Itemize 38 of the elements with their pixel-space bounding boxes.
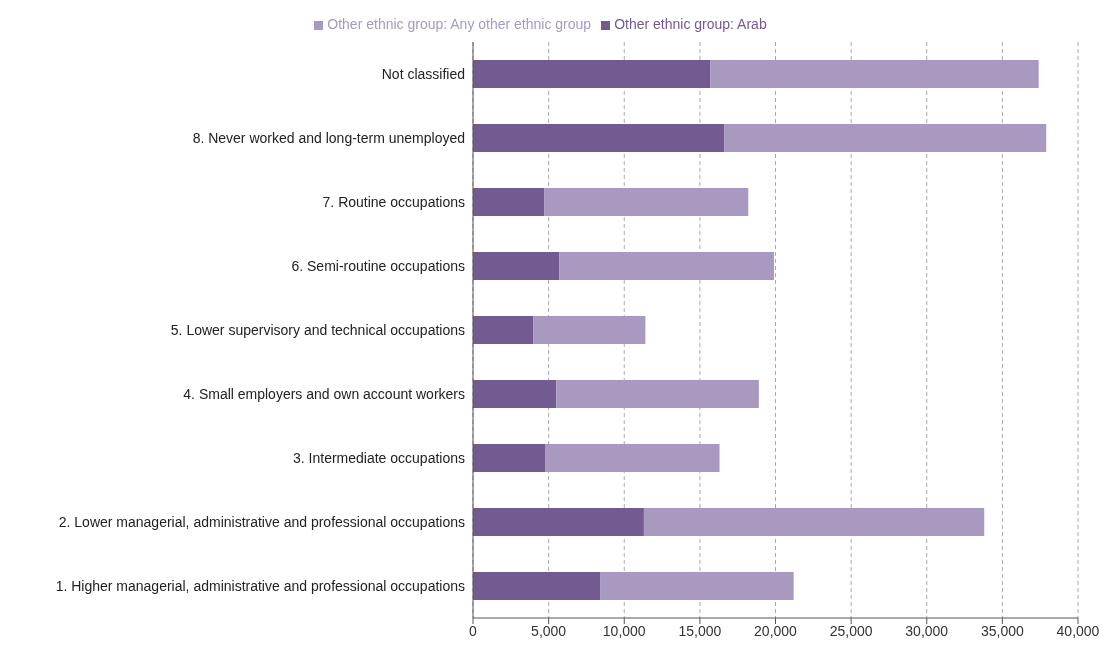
x-tick-label: 5,000 xyxy=(531,622,567,639)
bar xyxy=(710,59,1039,88)
x-tick-label: 25,000 xyxy=(829,622,873,639)
y-tick-label: 2. Lower managerial, administrative and professional occupations xyxy=(58,513,465,530)
x-tick-label: 0 xyxy=(469,622,478,639)
bar xyxy=(556,379,759,408)
y-tick-label: Not classified xyxy=(381,65,465,82)
x-tick-label: 15,000 xyxy=(678,622,722,639)
x-tick-label: 30,000 xyxy=(905,622,949,639)
legend-label: Other ethnic group: Arab xyxy=(614,16,767,32)
x-tick-label: 40,000 xyxy=(1056,622,1100,639)
bar xyxy=(544,187,749,216)
bar xyxy=(473,59,711,88)
y-tick-label: 5. Lower supervisory and technical occupations xyxy=(170,321,465,338)
bar xyxy=(473,507,644,536)
bar xyxy=(545,443,720,472)
y-tick-label: 3. Intermediate occupations xyxy=(293,449,465,466)
bar xyxy=(600,571,794,600)
y-tick-label: 1. Higher managerial, administrative and professional occupations xyxy=(55,577,465,594)
bar xyxy=(473,123,725,152)
bar xyxy=(724,123,1047,152)
x-tick-label: 10,000 xyxy=(602,622,646,639)
bar xyxy=(643,507,985,536)
bar xyxy=(533,315,646,344)
bar xyxy=(473,251,560,280)
bar xyxy=(473,315,534,344)
y-tick-label: 7. Routine occupations xyxy=(322,193,465,210)
x-tick-label: 20,000 xyxy=(754,622,798,639)
bar xyxy=(559,251,774,280)
legend-label: Other ethnic group: Any other ethnic group xyxy=(327,16,592,32)
y-tick-label: 8. Never worked and long-term unemployed xyxy=(192,129,465,146)
bar xyxy=(473,187,545,216)
bar xyxy=(473,379,557,408)
x-tick-label: 35,000 xyxy=(980,622,1024,639)
bar xyxy=(473,443,546,472)
y-tick-label: 6. Semi-routine occupations xyxy=(291,257,465,274)
bar xyxy=(473,571,601,600)
y-tick-label: 4. Small employers and own account workers xyxy=(183,385,465,402)
